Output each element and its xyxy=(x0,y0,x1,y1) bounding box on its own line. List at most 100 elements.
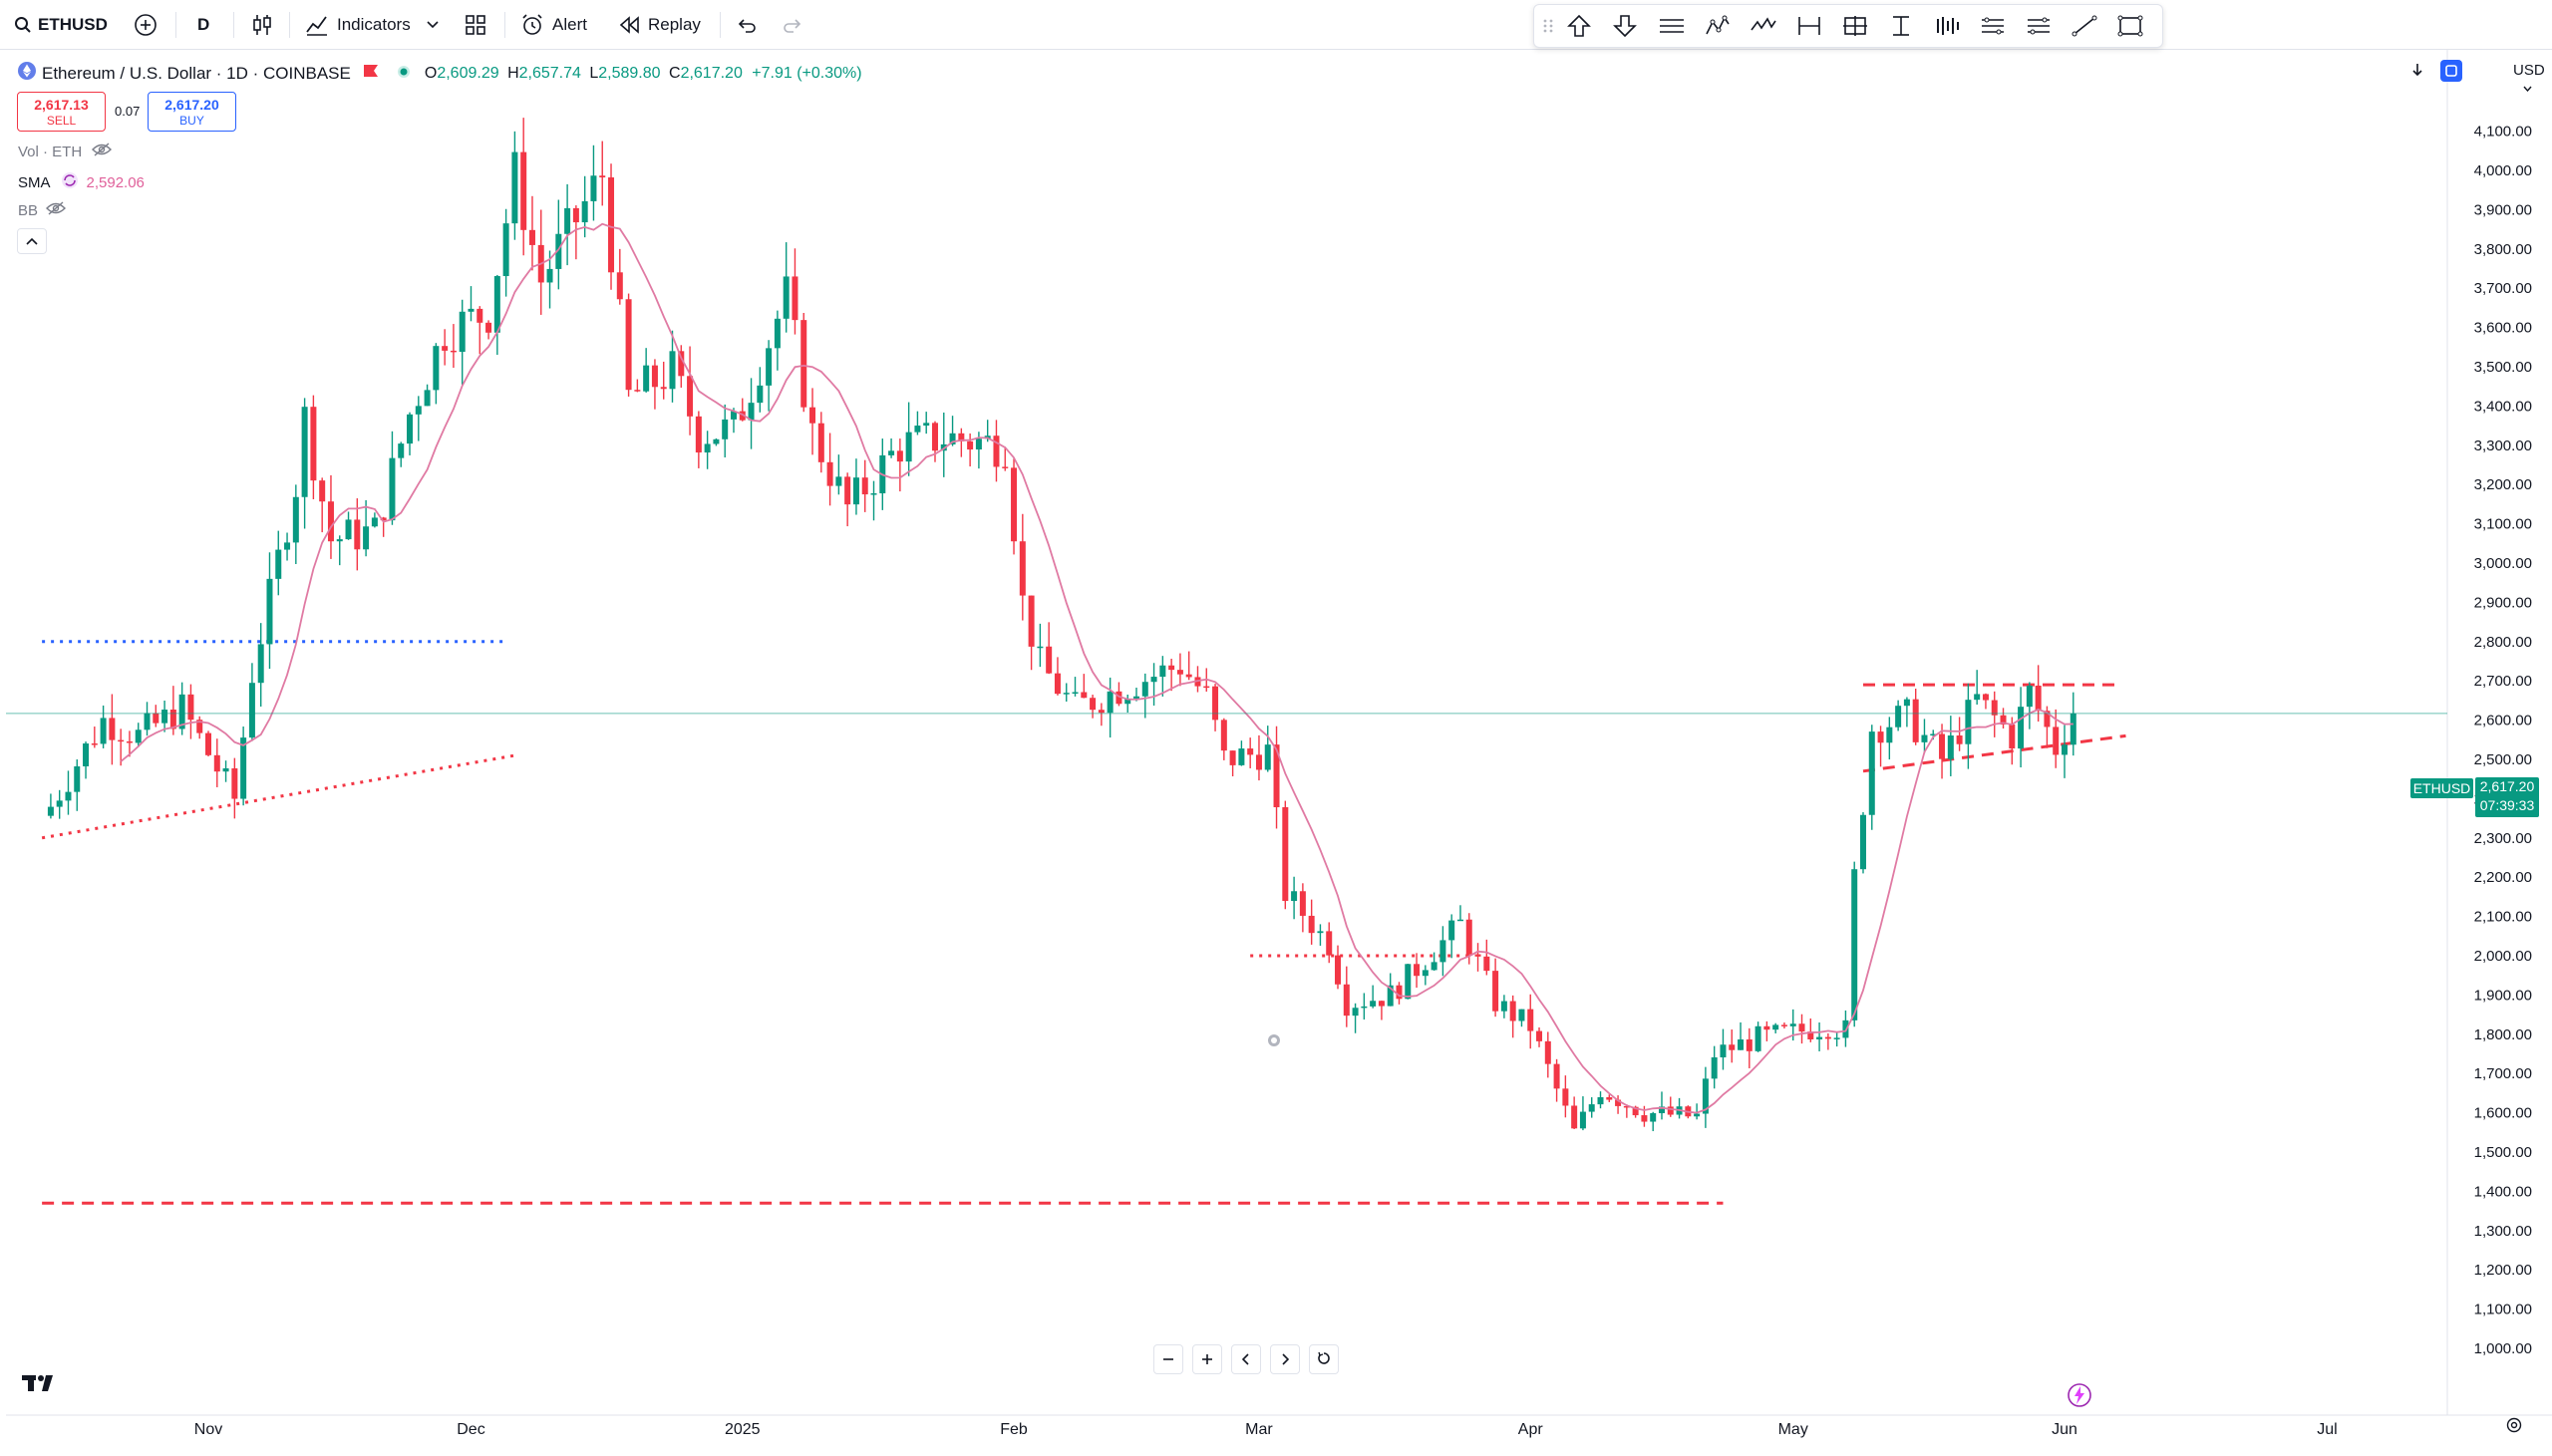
scroll-left-button[interactable] xyxy=(1231,1344,1261,1374)
symbol-search-button[interactable]: ETHUSD xyxy=(14,8,108,42)
date-price-range-icon[interactable] xyxy=(1841,14,1867,38)
reset-chart-button[interactable] xyxy=(1309,1344,1339,1374)
trend-line-icon[interactable] xyxy=(2071,14,2097,38)
templates-button[interactable] xyxy=(465,8,486,42)
arrow-up-mark-icon[interactable] xyxy=(1566,14,1592,38)
candle-body xyxy=(109,718,116,740)
change-value: +7.91 (+0.30%) xyxy=(752,64,862,82)
flag-icon xyxy=(363,63,379,84)
price-tick-label: 1,300.00 xyxy=(2474,1223,2532,1240)
reset-icon xyxy=(1317,1348,1331,1371)
candle-body xyxy=(1851,869,1858,1020)
price-tick-label: 2,300.00 xyxy=(2474,830,2532,847)
candle-body xyxy=(502,223,509,277)
candle-body xyxy=(153,713,160,724)
candle-body xyxy=(424,390,431,407)
price-tick-label: 2,500.00 xyxy=(2474,751,2532,768)
candle-body xyxy=(1859,814,1866,870)
collapse-legend-button[interactable] xyxy=(17,228,47,254)
candle-body xyxy=(1877,731,1884,743)
elliott-wave-icon[interactable] xyxy=(1750,14,1776,38)
price-range-icon[interactable] xyxy=(1887,14,1913,38)
eye-hidden-icon[interactable] xyxy=(46,201,67,219)
replay-button[interactable]: Replay xyxy=(618,8,701,42)
sma-indicator-value: 2,592.06 xyxy=(86,173,145,191)
candle-body xyxy=(1930,733,1937,736)
drawn-levels xyxy=(41,640,2126,1205)
candle-body xyxy=(118,739,125,742)
eye-hidden-icon[interactable] xyxy=(92,143,113,160)
time-axis-labels: Nov Dec 2025 Feb Mar Apr May Jun Jul xyxy=(194,1421,2338,1438)
candle-body xyxy=(1509,1001,1516,1021)
price-tick-label: 4,100.00 xyxy=(2474,124,2532,141)
time-axis-settings-icon[interactable] xyxy=(2505,1416,2523,1439)
redo-button[interactable] xyxy=(782,8,803,42)
candle-body xyxy=(1536,1030,1543,1041)
candle-body xyxy=(669,351,676,390)
rectangle-icon[interactable] xyxy=(2116,14,2143,38)
zoom-out-button[interactable] xyxy=(1153,1344,1183,1374)
candle-body xyxy=(1370,1001,1377,1007)
plus-icon xyxy=(1201,1348,1213,1371)
sell-button[interactable]: 2,617.13 SELL xyxy=(17,92,106,132)
pattern-icon[interactable] xyxy=(1704,14,1730,38)
scroll-right-button[interactable] xyxy=(1270,1344,1300,1374)
open-label: O xyxy=(424,64,438,82)
price-tick-label: 3,000.00 xyxy=(2474,555,2532,572)
candle-body xyxy=(905,432,912,462)
price-axis-area[interactable] xyxy=(2447,50,2552,1415)
date-range-icon[interactable] xyxy=(1795,14,1821,38)
candle-body xyxy=(161,710,168,724)
sma-indicator-row[interactable]: SMA 2,592.06 xyxy=(18,171,145,193)
price-tick-label: 2,800.00 xyxy=(2474,634,2532,651)
ohlc-values: O2,609.29 H2,657.74 L2,589.80 C2,617.20 … xyxy=(425,65,862,83)
close-value: 2,617.20 xyxy=(680,64,743,82)
indicators-button[interactable]: Indicators xyxy=(305,8,439,42)
chart-type-button[interactable] xyxy=(251,8,273,42)
candle-body xyxy=(826,461,833,486)
candle-body xyxy=(634,390,641,392)
candle-body xyxy=(2070,713,2076,745)
auto-scale-icon[interactable] xyxy=(2440,60,2462,82)
candle-body xyxy=(1895,706,1902,728)
chevron-up-icon xyxy=(26,232,38,250)
lightning-icon[interactable] xyxy=(2065,1381,2094,1414)
candle-body xyxy=(1011,467,1018,542)
compare-symbol-button[interactable] xyxy=(134,8,158,42)
interval-button[interactable]: D xyxy=(197,15,210,34)
volume-profile-icon[interactable] xyxy=(1933,14,1959,38)
candle-body xyxy=(1291,891,1298,902)
symbol-label: ETHUSD xyxy=(38,15,108,34)
tradingview-logo-icon[interactable] xyxy=(22,1373,60,1398)
arrow-down-mark-icon[interactable] xyxy=(1612,14,1638,38)
candle-body xyxy=(608,177,615,273)
candle-body xyxy=(2053,727,2060,755)
candle-body xyxy=(266,578,273,645)
candle-body xyxy=(327,501,334,542)
scale-down-arrow-icon[interactable] xyxy=(2410,62,2424,83)
indicators-label: Indicators xyxy=(337,15,411,34)
currency-selector[interactable]: USD xyxy=(2513,62,2552,96)
undo-button[interactable] xyxy=(736,8,758,42)
candle-body xyxy=(1702,1078,1709,1114)
buy-button[interactable]: 2,617.20 BUY xyxy=(148,92,236,132)
candle-body xyxy=(1072,692,1079,695)
bb-indicator-row[interactable]: BB xyxy=(18,201,67,219)
short-position-icon[interactable] xyxy=(2025,14,2051,38)
close-label: C xyxy=(669,64,681,82)
candle-body xyxy=(1947,735,1954,759)
zoom-in-button[interactable] xyxy=(1192,1344,1222,1374)
loading-spinner-icon xyxy=(61,171,79,193)
minus-icon xyxy=(1162,1348,1174,1371)
candle-body xyxy=(1098,710,1105,714)
candle-body xyxy=(766,348,773,386)
volume-indicator-row[interactable]: Vol · ETH xyxy=(18,143,113,160)
alert-button[interactable]: Alert xyxy=(520,8,587,42)
sell-label: SELL xyxy=(46,114,77,128)
replay-marker-icon[interactable] xyxy=(1268,1034,1280,1046)
long-position-icon[interactable] xyxy=(1979,14,2005,38)
drag-handle-icon[interactable] xyxy=(1542,14,1554,38)
candle-body xyxy=(477,308,483,323)
parallel-channel-icon[interactable] xyxy=(1658,14,1684,38)
